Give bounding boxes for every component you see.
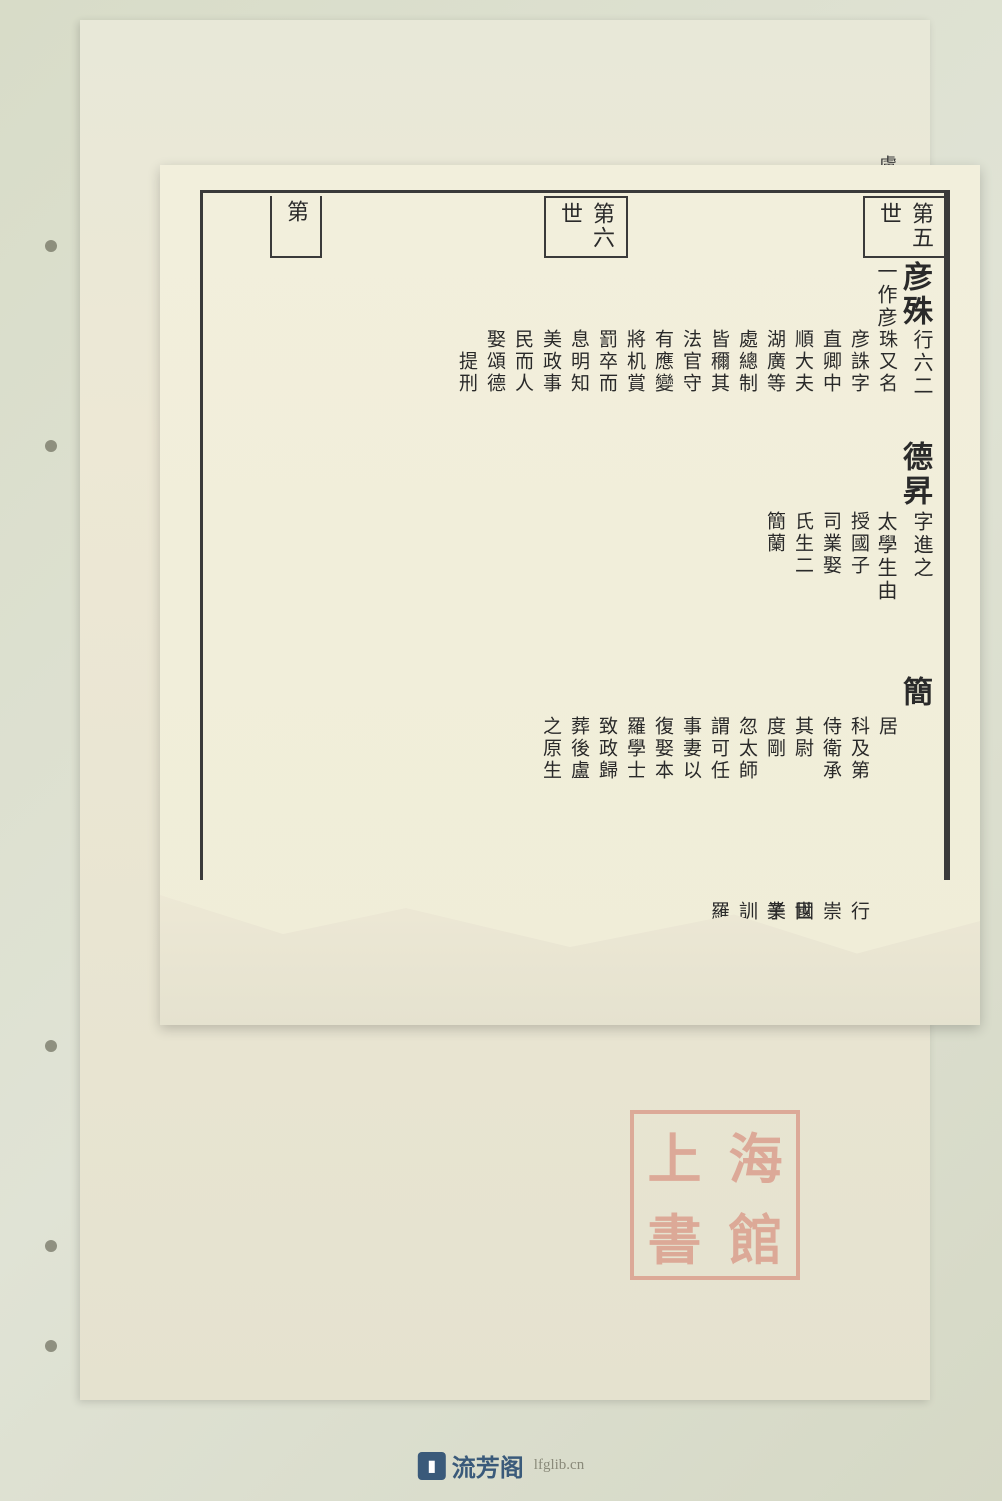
entry2-col0: 授國子 [844,511,873,577]
seal-char-1: 上 [634,1114,715,1195]
seal-char-3: 書 [634,1195,715,1276]
entry1-col8: 有應變 [648,329,677,395]
entry3-col0: 居 [872,716,901,738]
library-seal: 上 海 書 館 [630,1110,800,1280]
entry2-col3: 簡蘭 [760,511,789,555]
entry2-sub: 字進之 [907,511,936,580]
logo-text: 流芳阁 [452,1448,524,1483]
generation-header: 第五世 第六世 第 [206,196,947,258]
logo-domain: lfglib.cn [534,1457,584,1474]
entry1-col13: 民而人 [508,329,537,395]
entry1-col0: 珠又名 [872,329,901,395]
entry3-col7: 事妻以 [676,716,705,782]
entry3-col11: 葬後盧 [564,716,593,782]
entry2-col2: 氏生二 [788,511,817,577]
seal-char-4: 館 [715,1195,796,1276]
entry2-name: 德昇 [892,441,936,509]
entry2-col1: 司業娶 [816,511,845,577]
logo-icon: ▮ [418,1452,446,1480]
entry1-col3: 順大夫 [788,329,817,395]
entry1-sub2: 行六二 [907,329,936,398]
watermark: ▮ 流芳阁 lfglib.cn [418,1448,584,1483]
entry3-col6: 謂可任 [704,716,733,782]
binding-hole [45,440,57,452]
seal-char-2: 海 [715,1114,796,1195]
binding-hole [45,240,57,252]
content-area: 彦殊 一作彦 行六二 珠又名 彦誅字 直卿中 順大夫 湖廣等 處總制 皆穪其 法… [203,261,944,881]
entry3-name: 簡 [892,676,936,710]
inner-page: 第五世 第六世 第 彦殊 一作彦 行六二 珠又名 彦誅字 直卿中 順大夫 湖廣等… [160,165,980,1025]
text-frame: 第五世 第六世 第 彦殊 一作彦 行六二 珠又名 彦誅字 直卿中 順大夫 湖廣等… [200,190,950,880]
entry1-sub: 一作彦 [871,261,900,330]
entry3-col4: 度剛 [760,716,789,760]
generation-7-label: 第 [270,196,322,258]
entry1-col11: 息明知 [564,329,593,395]
entry4-col3: 業 [760,901,789,923]
entry1-col2: 直卿中 [816,329,845,395]
entry1-col9: 將机賞 [620,329,649,395]
binding-hole [45,1040,57,1052]
generation-6-label: 第六世 [544,196,628,258]
entry3-col12: 之原生 [536,716,565,782]
entry1-col10: 罰卒而 [592,329,621,395]
entry1-col7: 法官守 [676,329,705,395]
entry4-col0: 行 [844,901,873,923]
entry3-col3: 其尉 [788,716,817,760]
entry1-col5: 處總制 [732,329,761,395]
entry3-col9: 羅學士 [620,716,649,782]
entry3-col8: 復娶本 [648,716,677,782]
entry3-col10: 致政歸 [592,716,621,782]
outer-page: 盧丨家言 卷 第五世 第六世 第 彦殊 一作彦 行六二 珠又名 彦誅字 直卿中 … [80,20,930,1400]
entry1-col6: 皆穪其 [704,329,733,395]
binding-hole [45,1340,57,1352]
entry1-col1: 彦誅字 [844,329,873,395]
entry1-col12: 美政事 [536,329,565,395]
entry2-sub2: 太學生由 [871,511,900,603]
binding-hole [45,1240,57,1252]
entry3-col1: 科及第 [844,716,873,782]
entry1-col15: 提刑 [452,329,481,395]
entry1-col4: 湖廣等 [760,329,789,395]
generation-5-label: 第五世 [863,196,947,258]
entry3-col2: 侍衛承 [816,716,845,782]
entry3-col5: 忽太師 [732,716,761,782]
entry1-col14: 娶頌德 [480,329,509,395]
